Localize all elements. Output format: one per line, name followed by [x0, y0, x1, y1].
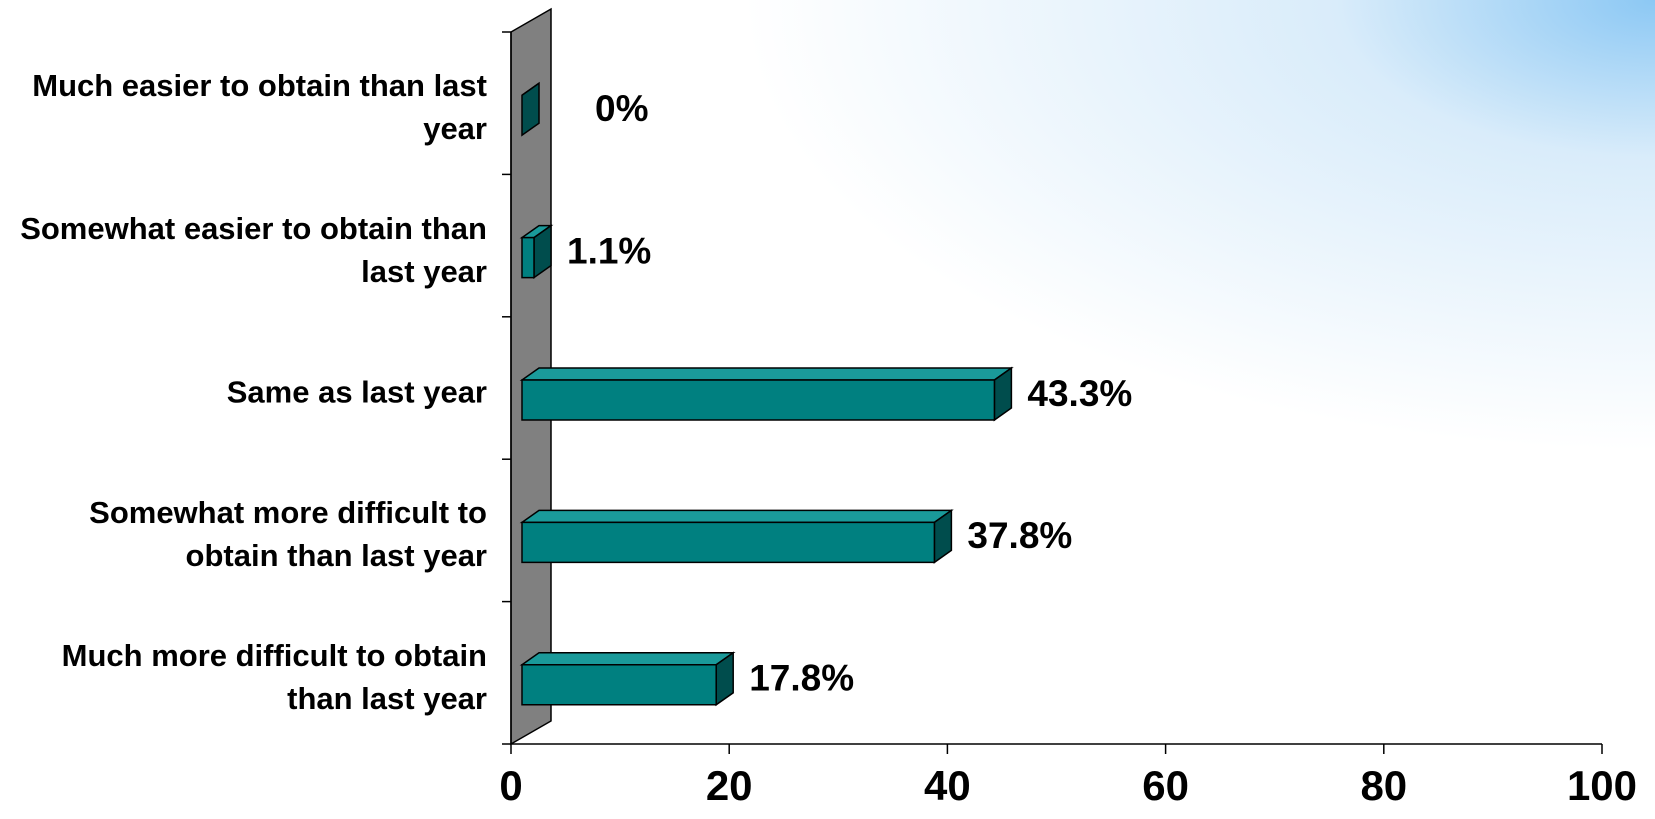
bar-top [519, 367, 1014, 381]
x-tick-label: 40 [924, 762, 971, 809]
category-label: Much easier to obtain than last year [32, 68, 487, 147]
bar [521, 81, 540, 137]
bar-front [521, 236, 535, 279]
x-tick-label: 100 [1567, 762, 1637, 809]
category-label: Somewhat easier to obtain than last year [20, 210, 487, 289]
category-label: Much more difficult to obtain than last … [61, 637, 487, 716]
bar-top [519, 509, 954, 524]
bar [519, 366, 1014, 422]
value-label: 37.8% [967, 515, 1072, 556]
bar-front [521, 664, 717, 706]
value-label: 0% [595, 88, 648, 129]
bar-top [519, 652, 736, 666]
bar-front [521, 379, 996, 421]
x-tick-label: 20 [706, 762, 753, 809]
value-label: 43.3% [1027, 373, 1132, 414]
x-tick-label: 80 [1360, 762, 1407, 809]
value-label: 17.8% [749, 658, 854, 699]
bar-side [521, 81, 540, 137]
category-label: Somewhat more difficult to obtain than l… [89, 495, 487, 574]
category-label: Same as last year [226, 374, 487, 410]
x-tick-label: 60 [1142, 762, 1189, 809]
bar-front [521, 521, 936, 564]
bar [519, 508, 954, 564]
bar [519, 651, 736, 707]
value-label: 1.1% [567, 230, 651, 271]
bar [519, 224, 554, 280]
x-tick-label: 0 [499, 762, 522, 809]
